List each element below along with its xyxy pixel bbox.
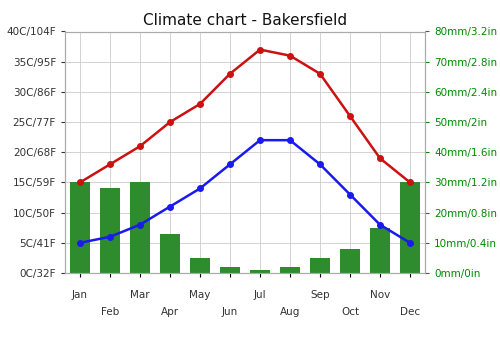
Text: Jan: Jan [72, 290, 88, 300]
Text: Apr: Apr [161, 307, 179, 317]
Bar [70, 182, 90, 273]
Text: Mar: Mar [130, 290, 150, 300]
Bar [280, 267, 300, 273]
Bar [370, 228, 390, 273]
Bar [340, 249, 360, 273]
Text: Dec: Dec [400, 307, 420, 317]
Text: Sep: Sep [310, 290, 330, 300]
Text: May: May [190, 290, 210, 300]
Bar [220, 267, 240, 273]
Bar [190, 258, 210, 273]
Bar [100, 189, 120, 273]
Text: Feb: Feb [101, 307, 119, 317]
Bar [130, 182, 150, 273]
Bar [160, 234, 180, 273]
Text: Aug: Aug [280, 307, 300, 317]
Bar [400, 182, 420, 273]
Text: Oct: Oct [341, 307, 359, 317]
Text: Nov: Nov [370, 290, 390, 300]
Legend: Prec, Min, Max: Prec, Min, Max [24, 346, 209, 350]
Bar [250, 270, 270, 273]
Text: Jul: Jul [254, 290, 266, 300]
Bar [310, 258, 330, 273]
Text: Jun: Jun [222, 307, 238, 317]
Title: Climate chart - Bakersfield: Climate chart - Bakersfield [143, 13, 347, 28]
